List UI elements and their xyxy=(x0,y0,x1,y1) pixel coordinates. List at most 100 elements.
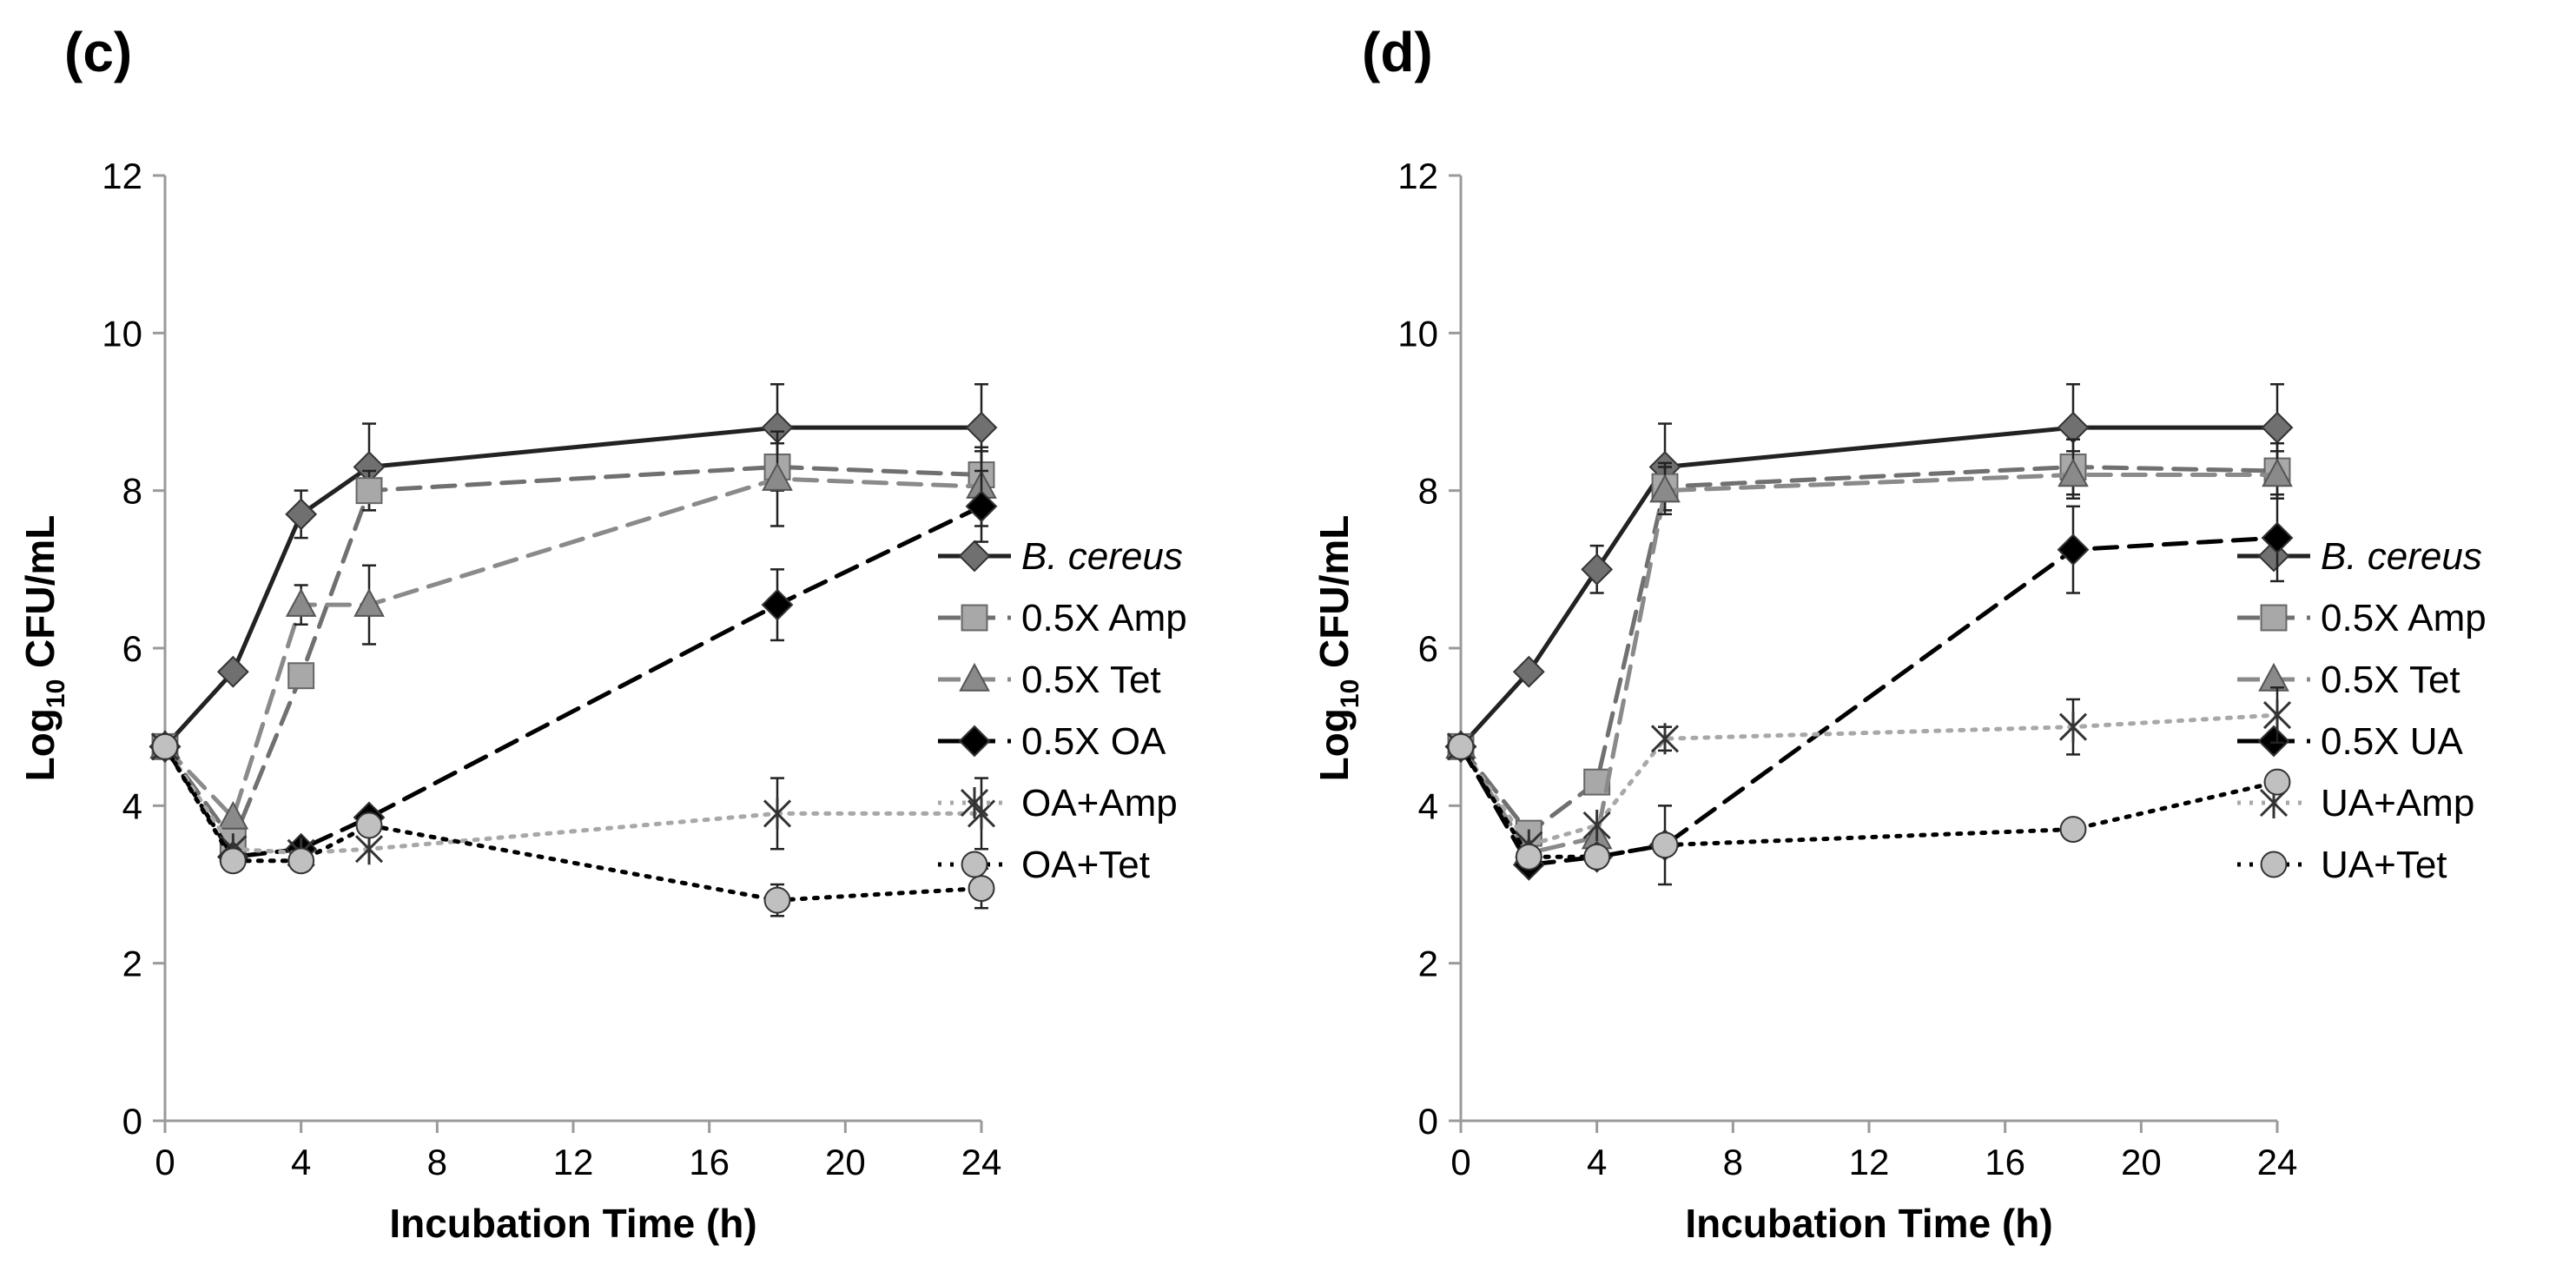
data-point xyxy=(151,732,179,760)
y-axis-title-subscript: 10 xyxy=(42,679,70,708)
x-tick-label: 16 xyxy=(689,1142,730,1182)
legend-entry: 0.5X OA xyxy=(938,720,1166,763)
legend-entry: 0.5X Amp xyxy=(2237,597,2487,639)
data-point xyxy=(285,498,318,531)
data-point xyxy=(1650,723,1680,755)
y-tick-label: 0 xyxy=(122,1101,142,1142)
y-axis-title-unit: CFU/mL xyxy=(17,515,63,679)
series-line xyxy=(1458,473,2280,856)
x-tick-label: 12 xyxy=(1849,1142,1890,1182)
legend-marker xyxy=(958,725,991,758)
data-point xyxy=(217,800,249,830)
data-point xyxy=(353,588,385,617)
x-tick-label: 8 xyxy=(427,1142,447,1182)
data-point xyxy=(1515,843,1542,871)
y-tick-label: 12 xyxy=(102,156,142,196)
series-line xyxy=(1458,712,2280,848)
data-point xyxy=(2261,521,2294,554)
legend-label: B. cereus xyxy=(2321,535,2482,578)
y-tick-label: 8 xyxy=(122,471,142,512)
data-point xyxy=(2262,458,2293,487)
x-tick-label: 8 xyxy=(1723,1142,1743,1182)
data-point xyxy=(965,411,998,444)
legend-label: 0.5X Tet xyxy=(1021,659,1161,701)
series-0-5x-tet xyxy=(149,430,997,830)
data-point xyxy=(763,886,791,914)
y-tick-label: 10 xyxy=(1397,313,1438,354)
y-axis-title: Log10 CFU/mL xyxy=(1311,515,1364,782)
series-line xyxy=(162,744,984,903)
panel-label: (d) xyxy=(1362,21,1433,83)
data-point xyxy=(2057,411,2090,444)
legend-marker xyxy=(2257,725,2290,758)
legend-entry: UA+Tet xyxy=(2237,844,2447,886)
data-point xyxy=(761,588,794,621)
data-point xyxy=(1582,810,1611,841)
x-tick-label: 0 xyxy=(1450,1142,1470,1182)
data-point xyxy=(1583,843,1611,871)
legend-entry: OA+Tet xyxy=(938,844,1150,886)
y-axis-title-main: Log xyxy=(17,708,63,781)
legend-marker xyxy=(960,787,989,818)
legend-entry: 0.5X UA xyxy=(2237,720,2464,763)
x-tick-label: 20 xyxy=(2121,1142,2162,1182)
data-point xyxy=(762,461,793,491)
series-0-5x-amp xyxy=(1447,438,2291,847)
data-point xyxy=(355,811,383,839)
y-tick-label: 6 xyxy=(122,628,142,669)
series-line xyxy=(1458,535,2280,868)
data-point xyxy=(968,875,995,902)
data-point xyxy=(219,847,247,875)
y-tick-label: 10 xyxy=(102,313,142,354)
legend-label: 0.5X OA xyxy=(1021,720,1166,763)
x-tick-label: 0 xyxy=(155,1142,175,1182)
series-line xyxy=(162,476,984,822)
series-ua-tet xyxy=(1447,732,2291,886)
x-tick-label: 4 xyxy=(1587,1142,1607,1182)
legend-marker xyxy=(2260,851,2288,878)
data-point xyxy=(285,588,317,617)
legend-label: OA+Tet xyxy=(1021,844,1150,886)
legend-marker xyxy=(958,540,991,573)
x-tick-label: 24 xyxy=(961,1142,1002,1182)
series-0-5x-tet xyxy=(1445,450,2293,865)
series-b-cereus xyxy=(149,383,998,763)
data-point xyxy=(763,798,792,830)
y-tick-label: 4 xyxy=(122,785,142,826)
legend-marker xyxy=(2260,604,2288,632)
data-point xyxy=(2058,711,2088,743)
legend-label: 0.5X UA xyxy=(2321,720,2464,763)
data-point xyxy=(2262,699,2292,732)
legend-label: B. cereus xyxy=(1021,535,1183,578)
y-axis-title-subscript: 10 xyxy=(1336,679,1364,708)
x-tick-label: 4 xyxy=(291,1142,311,1182)
legend-label: 0.5X Amp xyxy=(1021,597,1187,639)
y-tick-label: 2 xyxy=(1418,944,1438,984)
series-oa-amp xyxy=(150,731,996,869)
legend-marker xyxy=(959,662,990,692)
y-tick-label: 8 xyxy=(1418,471,1438,512)
legend-entry: B. cereus xyxy=(2237,535,2482,578)
series-b-cereus xyxy=(1444,383,2294,763)
legend-entry: 0.5X Tet xyxy=(2237,659,2460,701)
x-tick-label: 20 xyxy=(825,1142,866,1182)
series-oa-tet xyxy=(151,732,995,917)
x-tick-label: 24 xyxy=(2257,1142,2298,1182)
y-tick-label: 12 xyxy=(1397,156,1438,196)
legend-entry: UA+Amp xyxy=(2237,782,2474,825)
data-point xyxy=(1649,474,1681,503)
y-axis-title: Log10 CFU/mL xyxy=(17,515,70,782)
legend-entry: 0.5X Amp xyxy=(938,597,1187,639)
data-point xyxy=(2057,458,2089,487)
series-0-5x-ua xyxy=(1444,493,2294,881)
series-line xyxy=(162,504,984,859)
series-line xyxy=(1458,464,2280,837)
data-point xyxy=(2261,411,2294,444)
data-point xyxy=(2057,533,2090,566)
legend-label: 0.5X Amp xyxy=(2321,597,2487,639)
legend-marker xyxy=(2258,662,2289,692)
x-axis-title: Incubation Time (h) xyxy=(389,1201,756,1246)
